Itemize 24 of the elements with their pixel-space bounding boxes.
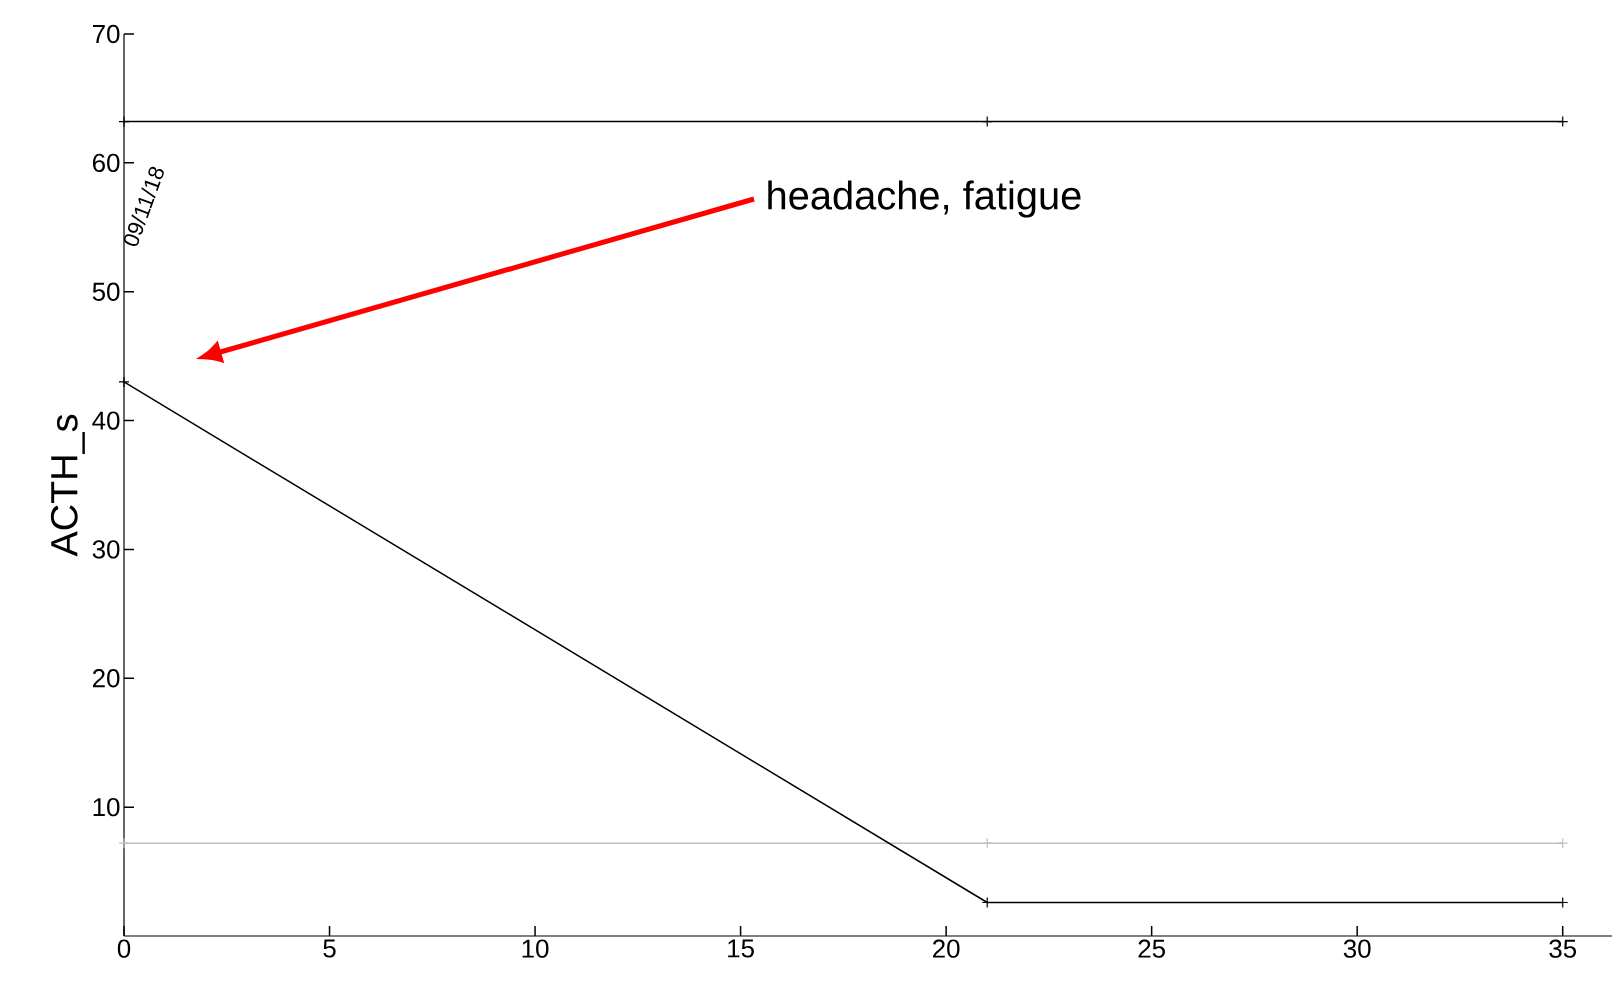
y-axis-title: ACTH_s (50, 414, 85, 557)
point (118, 376, 130, 388)
y-tick-label: 30 (92, 540, 120, 559)
y-tick-label: 40 (92, 411, 120, 430)
x-tick-label: 20 (933, 939, 960, 958)
point (1557, 837, 1569, 849)
point (1557, 116, 1569, 128)
point (118, 837, 130, 849)
point (118, 116, 130, 128)
x-tick-label: 15 (728, 939, 754, 958)
x-tick-label: 0 (117, 939, 131, 958)
y-tick-label: 20 (92, 669, 120, 688)
x-tick-label: 10 (522, 939, 549, 958)
y-tick-label: 60 (92, 153, 120, 173)
y-tick-label: 10 (93, 797, 120, 817)
x-tick-label: 30 (1343, 939, 1371, 958)
x-tick-label: 25 (1138, 939, 1165, 958)
point (981, 837, 993, 849)
x-tick-label: 35 (1549, 939, 1577, 958)
y-tick-label: 50 (92, 282, 120, 301)
point (981, 116, 993, 128)
y-tick-label: 70 (93, 24, 120, 44)
x-tick-label: 5 (323, 939, 336, 958)
annotation: headache, fatigue (768, 180, 1081, 218)
